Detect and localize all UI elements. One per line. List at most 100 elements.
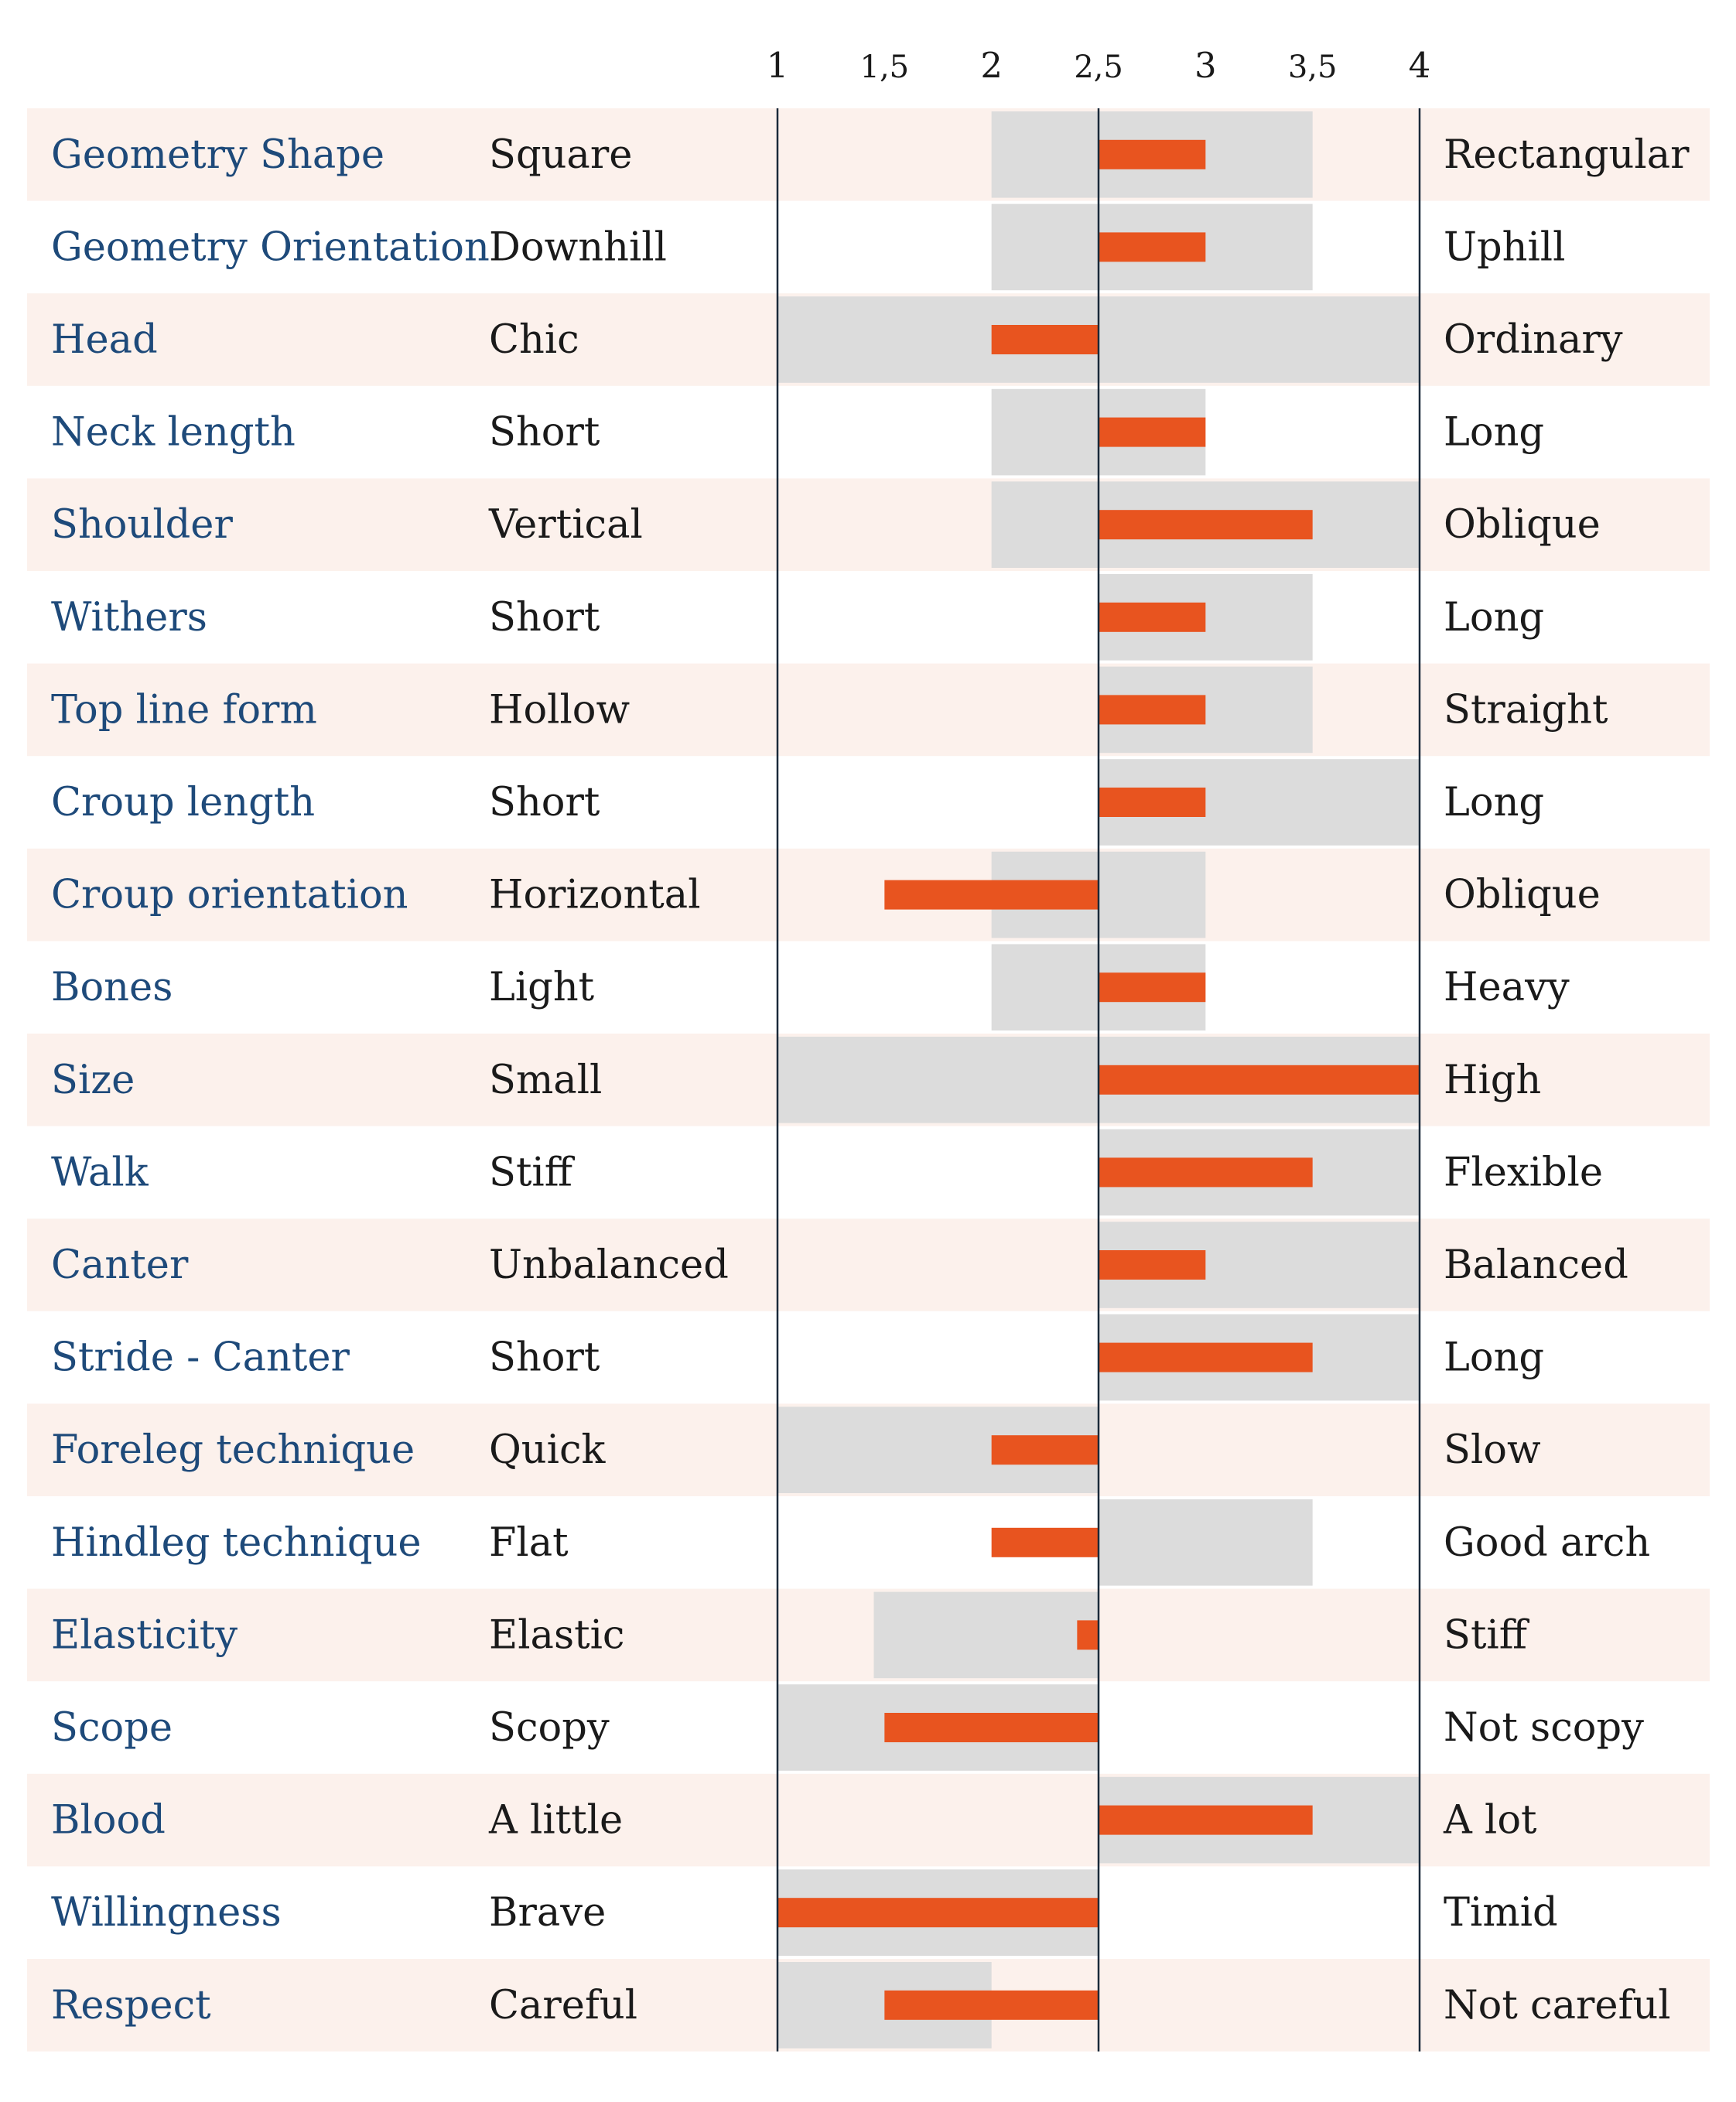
value-bar (1099, 1805, 1313, 1835)
low-label: Scopy (489, 1705, 610, 1751)
range-box (873, 1591, 1099, 1679)
trait-label: Croup orientation (51, 873, 408, 918)
value-bar (884, 1713, 1099, 1742)
value-bar (1099, 972, 1206, 1003)
low-label: Brave (489, 1890, 606, 1936)
trait-label: Neck length (51, 410, 296, 456)
tick-label: 1,5 (860, 50, 910, 85)
value-bar (991, 1435, 1099, 1465)
value-bar (1099, 1342, 1313, 1372)
tick-label: 1 (767, 45, 789, 86)
value-bar (1099, 602, 1206, 632)
range-box (1099, 1499, 1313, 1586)
low-label: Stiff (489, 1150, 576, 1195)
high-label: Slow (1444, 1427, 1541, 1473)
trait-label: Foreleg technique (51, 1427, 415, 1473)
high-label: High (1444, 1058, 1541, 1103)
trait-label: Willingness (51, 1890, 282, 1936)
value-bars (777, 139, 1420, 2020)
trait-label: Respect (51, 1983, 211, 2029)
high-label: Long (1444, 595, 1544, 641)
value-bar (991, 1527, 1099, 1557)
value-bar (1099, 1250, 1206, 1280)
value-bar (884, 880, 1099, 910)
tick-label: 4 (1409, 45, 1431, 86)
low-label: Careful (489, 1983, 637, 2029)
trait-label: Size (51, 1058, 135, 1103)
high-label: Not careful (1444, 1983, 1671, 2029)
trait-label: Shoulder (51, 502, 233, 548)
trait-label: Stride - Canter (51, 1335, 350, 1381)
high-label: Good arch (1444, 1520, 1650, 1566)
high-label: Straight (1444, 687, 1608, 733)
high-label: Long (1444, 1335, 1544, 1381)
trait-label: Scope (51, 1705, 173, 1751)
low-label: Flat (489, 1520, 569, 1566)
low-label: Quick (489, 1427, 607, 1473)
row-background (27, 663, 1710, 757)
low-label: Horizontal (489, 873, 701, 918)
low-label: Short (489, 780, 600, 825)
value-bar (1077, 1620, 1099, 1650)
high-label: A lot (1443, 1798, 1537, 1844)
trait-label: Walk (51, 1150, 149, 1195)
high-label: Long (1444, 410, 1544, 456)
high-label: Oblique (1444, 873, 1601, 918)
value-bar (1099, 695, 1206, 725)
trait-label: Top line form (51, 687, 317, 733)
high-label: Flexible (1444, 1150, 1603, 1195)
tick-labels: 1 1,5 2 2,5 3 3,5 4 (767, 45, 1431, 86)
value-bar (1099, 510, 1313, 540)
row-background (27, 478, 1710, 571)
value-bar (1099, 417, 1206, 447)
tick-label: 2 (980, 45, 1003, 86)
value-bar (777, 1898, 1099, 1928)
low-label: Unbalanced (489, 1242, 729, 1288)
trait-label: Blood (51, 1798, 166, 1844)
tick-label: 2,5 (1074, 50, 1123, 85)
high-label: Timid (1444, 1890, 1558, 1936)
row-background (27, 848, 1710, 942)
tick-label: 3,5 (1288, 50, 1338, 85)
low-label: Short (489, 595, 600, 641)
trait-label: Canter (51, 1242, 189, 1288)
high-label: Uphill (1444, 224, 1565, 270)
row-background (27, 108, 1710, 201)
low-label: Short (489, 1335, 600, 1381)
trait-label: Withers (51, 595, 207, 641)
value-bar (1099, 1157, 1313, 1188)
high-label: Oblique (1444, 502, 1601, 548)
low-label: Small (489, 1058, 602, 1103)
trait-label: Croup length (51, 780, 315, 825)
high-label: Stiff (1444, 1612, 1530, 1658)
row-background (27, 1773, 1710, 1867)
high-label: Long (1444, 780, 1544, 825)
value-bar (884, 1990, 1099, 2020)
high-label: Not scopy (1444, 1705, 1644, 1751)
axis-lines (776, 108, 1421, 2052)
low-label: Light (489, 965, 595, 1010)
high-label: Heavy (1444, 965, 1570, 1010)
value-bar (1099, 788, 1206, 817)
low-label: Hollow (489, 687, 630, 733)
trait-label: Elasticity (51, 1612, 238, 1658)
low-label: A little (488, 1798, 623, 1844)
trait-label: Geometry Orientation (51, 224, 490, 270)
high-label: Rectangular (1444, 132, 1690, 178)
low-label: Short (489, 410, 600, 456)
low-label: Chic (489, 317, 579, 363)
trait-label: Hindleg technique (51, 1520, 422, 1566)
high-label: Ordinary (1444, 317, 1623, 363)
value-bar (1099, 139, 1206, 169)
low-label: Downhill (489, 224, 667, 270)
low-label: Square (489, 132, 632, 178)
low-label: Elastic (489, 1612, 625, 1658)
high-label: Balanced (1444, 1242, 1628, 1288)
row-background (27, 1218, 1710, 1311)
trait-label: Head (51, 317, 158, 363)
row-background (27, 1588, 1710, 1682)
row-labels: Geometry Shape Square Rectangular Geometry … (51, 132, 1690, 2029)
value-bar (1099, 232, 1206, 262)
trait-label: Geometry Shape (51, 132, 384, 178)
